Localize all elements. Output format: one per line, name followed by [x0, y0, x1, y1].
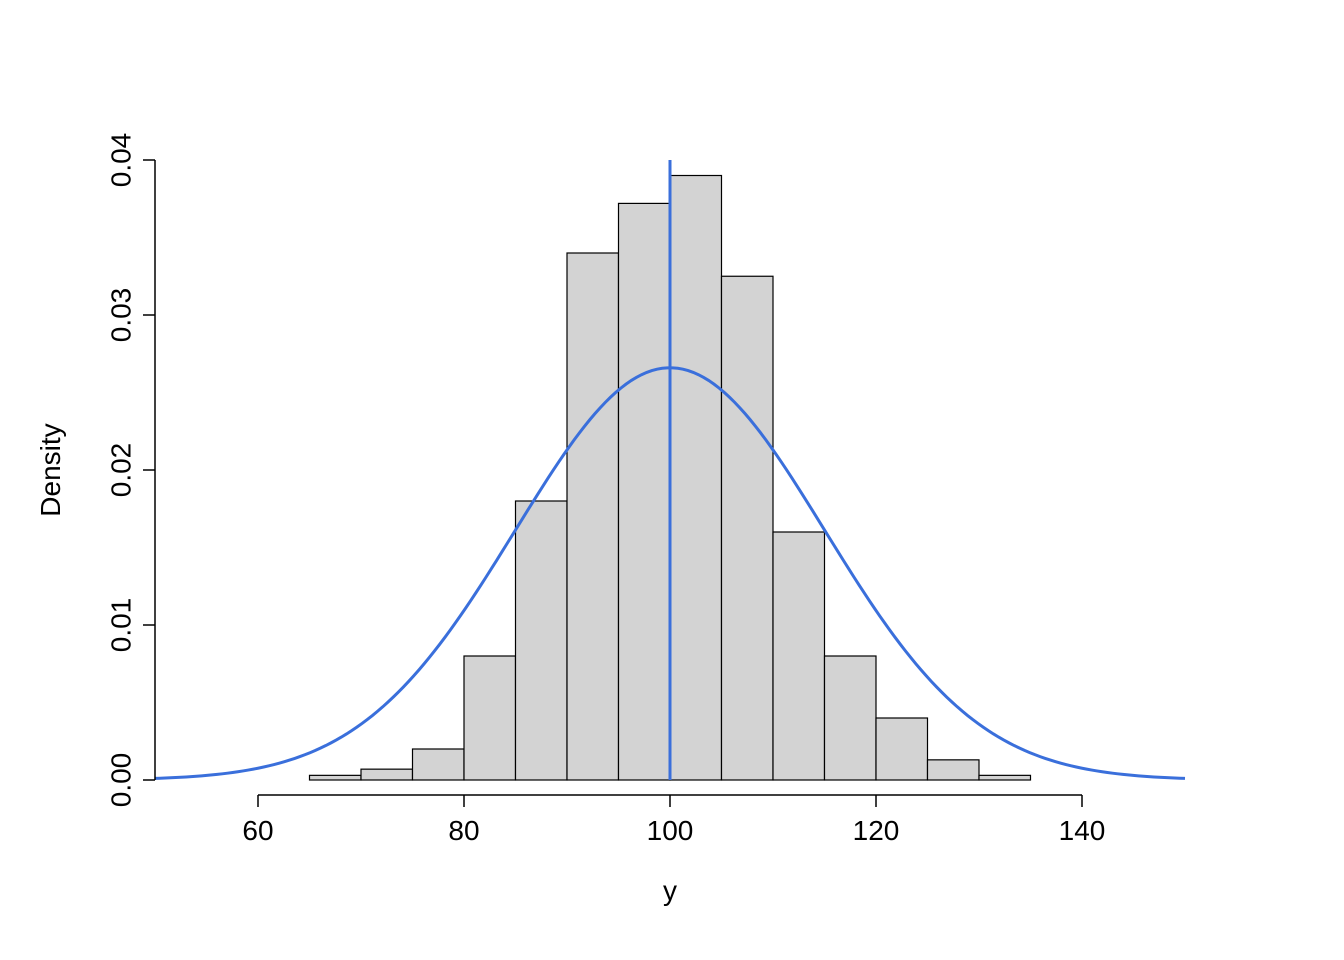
y-tick-label: 0.03 [105, 288, 136, 343]
chart-svg: 60 80 100 120 140 y 0.00 0.01 0.02 0.03 0.04 Densit… [0, 0, 1344, 960]
y-tick-label: 0.01 [105, 598, 136, 653]
x-tick-label: 80 [448, 815, 479, 846]
histogram-bar [928, 760, 980, 780]
histogram-bar [722, 276, 774, 780]
histogram-bar [361, 769, 413, 780]
histogram-bar [413, 749, 465, 780]
y-tick-label: 0.02 [105, 443, 136, 498]
x-tick-label: 60 [242, 815, 273, 846]
histogram-bar [773, 532, 825, 780]
x-tick-label: 100 [647, 815, 694, 846]
histogram-bar [464, 656, 516, 780]
x-tick-label: 120 [853, 815, 900, 846]
histogram-bar [670, 176, 722, 781]
histogram-bar [567, 253, 619, 780]
histogram-bar [876, 718, 928, 780]
histogram-bar [825, 656, 877, 780]
y-axis-label: Density [35, 423, 66, 516]
density-histogram-chart: 60 80 100 120 140 y 0.00 0.01 0.02 0.03 0.04 Densit… [0, 0, 1344, 960]
y-tick-label: 0.00 [105, 753, 136, 808]
histogram-bar [979, 775, 1031, 780]
x-tick-label: 140 [1059, 815, 1106, 846]
histogram-bar [310, 775, 362, 780]
x-axis-label: y [663, 875, 677, 906]
y-tick-label: 0.04 [105, 133, 136, 188]
histogram-bar [516, 501, 568, 780]
histogram-bar [619, 203, 671, 780]
